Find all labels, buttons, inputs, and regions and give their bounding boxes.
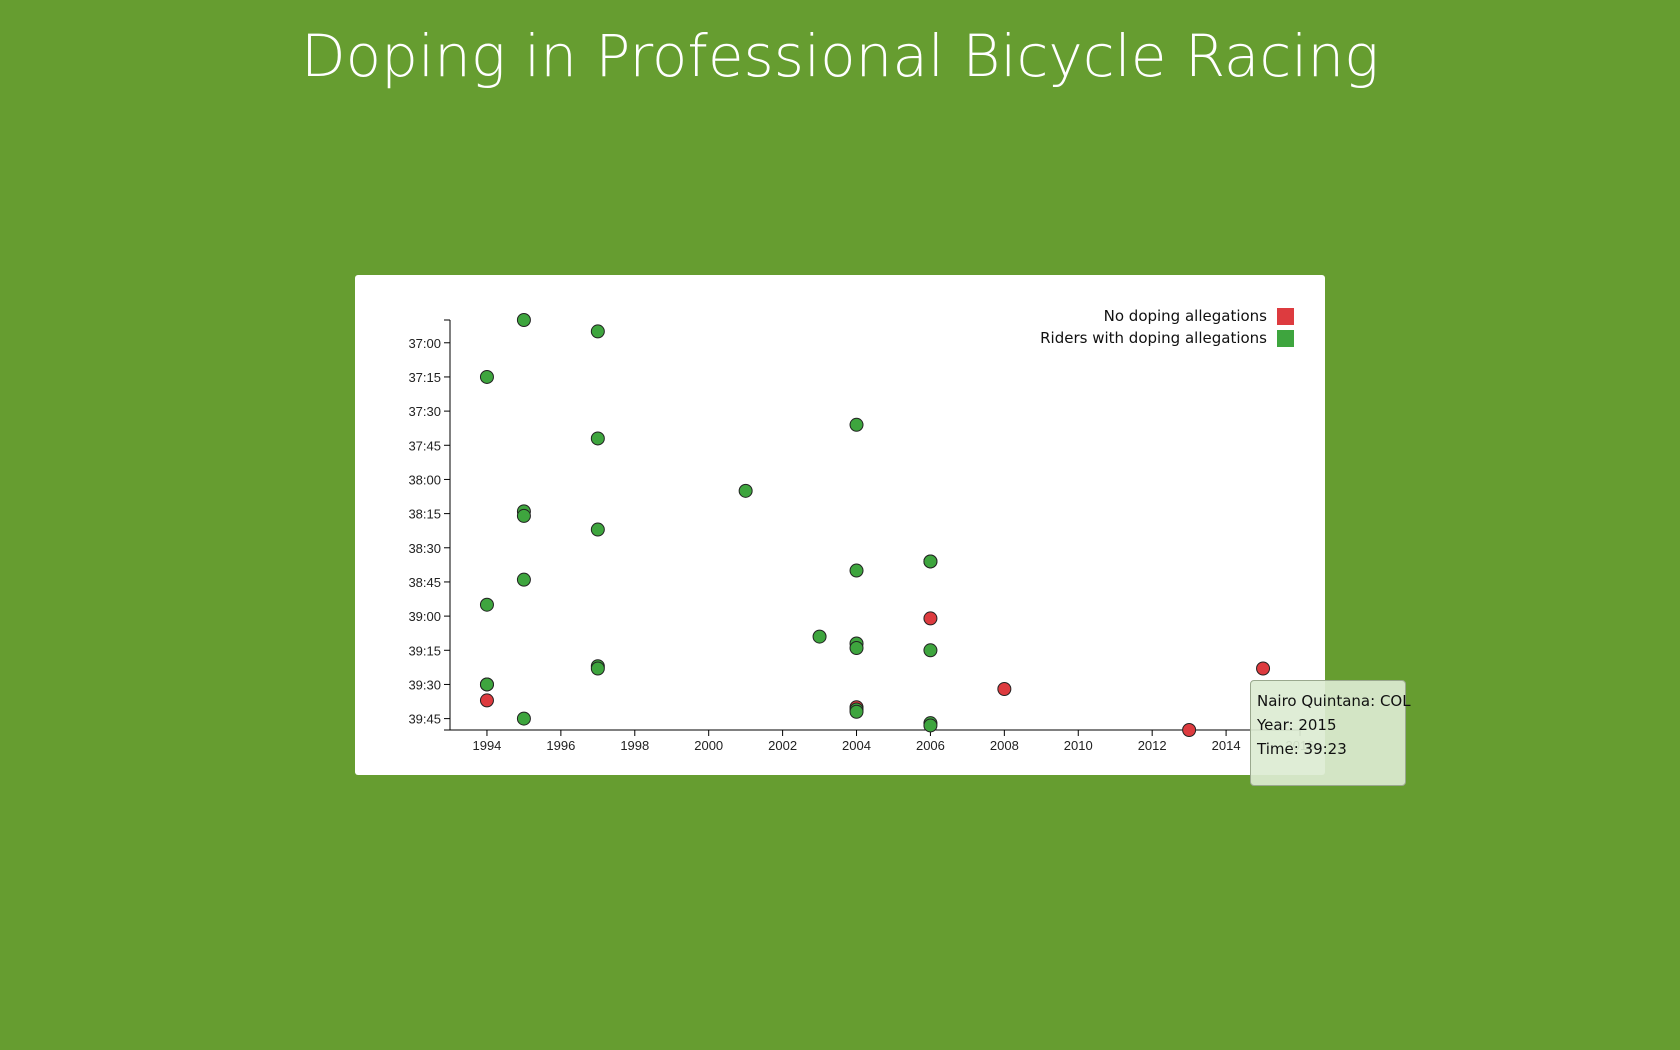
y-tick-label: 38:30 <box>408 541 441 556</box>
data-point[interactable] <box>923 554 938 569</box>
data-point[interactable] <box>479 597 494 612</box>
x-tick-label: 2010 <box>1064 738 1093 753</box>
data-point[interactable] <box>849 704 864 719</box>
data-point[interactable] <box>923 611 938 626</box>
y-tick-label: 39:15 <box>408 643 441 658</box>
data-point[interactable] <box>849 641 864 655</box>
y-tick-label: 38:00 <box>408 472 441 487</box>
data-point[interactable] <box>1182 723 1197 737</box>
data-point[interactable] <box>849 563 864 578</box>
scatter-chart: 37:00 37:15 37:30 37:45 38:00 38:15 38:30 38:45… <box>408 307 1314 753</box>
y-tick-label: 37:15 <box>408 370 441 385</box>
data-point[interactable] <box>516 572 531 587</box>
y-tick-label: 38:45 <box>408 575 441 590</box>
tooltip: Nairo Quintana: COL Year: 2015 Time: 39:… <box>1250 680 1411 786</box>
data-point[interactable] <box>1256 661 1271 676</box>
legend-label: Riders with doping allegations <box>1040 329 1267 347</box>
y-tick-label: 39:00 <box>408 609 441 624</box>
x-tick-label: 2014 <box>1212 738 1241 753</box>
y-tick-label: 37:45 <box>408 438 441 453</box>
x-tick-label: 2006 <box>916 738 945 753</box>
data-point[interactable] <box>479 693 494 708</box>
y-axis: 37:00 37:15 37:30 37:45 38:00 38:15 38:30 38:45… <box>408 319 451 730</box>
x-tick-label: 1996 <box>546 738 575 753</box>
tooltip-name: Nairo Quintana: COL <box>1257 692 1411 710</box>
data-point[interactable] <box>516 313 531 327</box>
legend-swatch <box>1277 308 1294 325</box>
data-point[interactable] <box>516 508 531 523</box>
data-point[interactable] <box>479 369 494 384</box>
data-points <box>479 313 1271 737</box>
data-point[interactable] <box>590 661 605 676</box>
x-tick-label: 2012 <box>1138 738 1167 753</box>
legend: No doping allegations Riders with doping … <box>1040 307 1294 347</box>
y-tick-label: 39:45 <box>408 712 441 727</box>
x-tick-label: 2008 <box>990 738 1019 753</box>
x-tick-label: 2002 <box>768 738 797 753</box>
data-point[interactable] <box>590 324 605 339</box>
y-tick-label: 37:30 <box>408 404 441 419</box>
data-point[interactable] <box>590 522 605 537</box>
data-point[interactable] <box>849 417 864 432</box>
y-tick-label: 37:00 <box>408 336 441 351</box>
y-tick-label: 38:15 <box>408 507 441 522</box>
tooltip-time: Time: 39:23 <box>1257 740 1347 758</box>
y-tick-label: 39:30 <box>408 677 441 692</box>
chart-card: 37:00 37:15 37:30 37:45 38:00 38:15 38:30 38:45… <box>355 275 1325 775</box>
data-point[interactable] <box>997 682 1012 696</box>
tooltip-year: Year: 2015 <box>1257 716 1337 734</box>
x-tick-label: 2004 <box>842 738 871 753</box>
legend-label: No doping allegations <box>1104 307 1268 325</box>
page-title: Doping in Professional Bicycle Racing <box>301 22 1379 90</box>
legend-swatch <box>1277 330 1294 347</box>
data-point[interactable] <box>923 643 938 658</box>
data-point[interactable] <box>738 483 753 498</box>
x-tick-label: 1998 <box>620 738 649 753</box>
data-point[interactable] <box>923 718 938 733</box>
data-point[interactable] <box>812 629 827 644</box>
data-point[interactable] <box>479 677 494 692</box>
x-tick-label: 2000 <box>694 738 723 753</box>
data-point[interactable] <box>516 711 531 726</box>
data-point[interactable] <box>590 431 605 446</box>
x-tick-label: 1994 <box>472 738 501 753</box>
